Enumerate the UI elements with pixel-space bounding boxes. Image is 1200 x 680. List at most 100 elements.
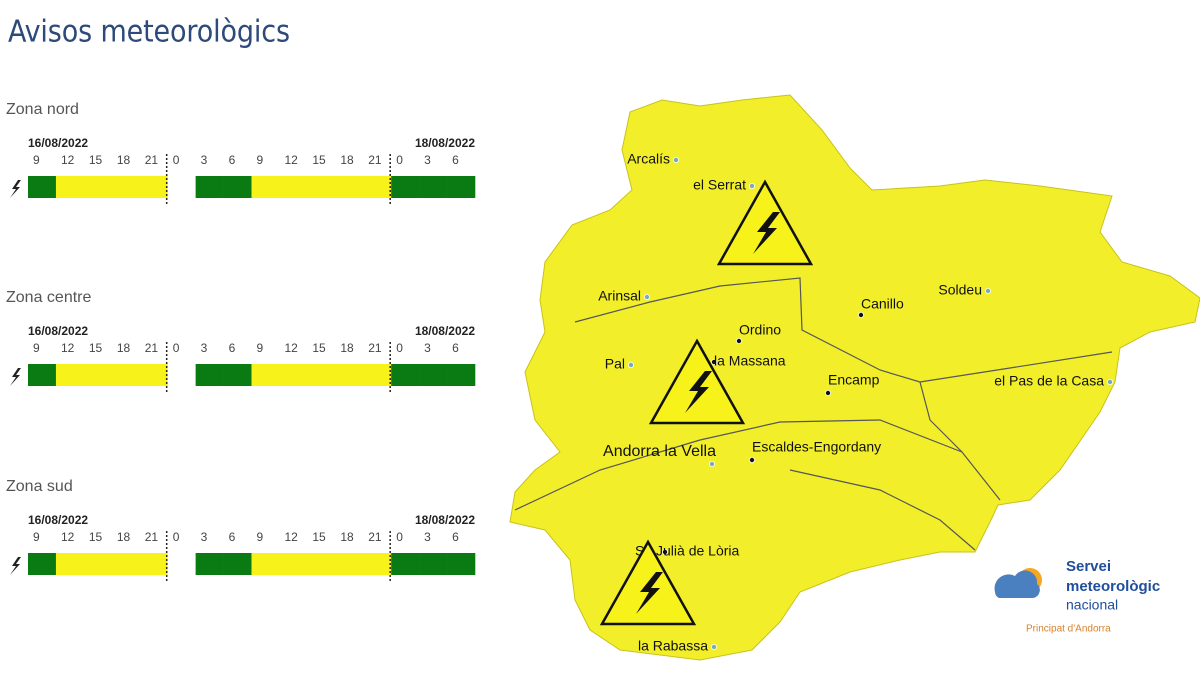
hour-label: 6	[229, 341, 236, 355]
logo-text: meteorològic	[1066, 578, 1160, 595]
warning-slot	[28, 364, 57, 386]
hour-label: 0	[396, 341, 403, 355]
hour-label: 3	[424, 153, 431, 167]
zone-border	[789, 469, 976, 551]
hour-label: 18	[340, 530, 354, 544]
hour-label: 18	[340, 153, 354, 167]
warning-slot	[55, 553, 85, 575]
warning-slot	[419, 176, 448, 198]
warning-slot	[195, 364, 224, 386]
place-name: Pal	[605, 356, 625, 372]
hour-label: 0	[396, 530, 403, 544]
hour-label: 15	[312, 153, 326, 167]
map: Arcalís el Serrat Arinsal Ordino Canillo Sold…	[509, 94, 1200, 661]
hour-label: 15	[312, 530, 326, 544]
warning-slot	[307, 176, 336, 198]
warning-slot	[83, 364, 113, 386]
place-name: Ordino	[739, 322, 781, 338]
place-name: Arcalís	[627, 151, 670, 167]
logo-cloud	[994, 570, 1040, 598]
hour-label: 6	[452, 153, 459, 167]
end-date: 18/08/2022	[415, 136, 475, 150]
start-date: 16/08/2022	[28, 136, 88, 150]
place-name: St. Julià de Lòria	[635, 543, 739, 559]
warning-slot	[139, 553, 168, 575]
warning-slot	[251, 176, 280, 198]
logo-subtitle: Principat d'Andorra	[1026, 624, 1111, 635]
hour-label: 15	[89, 530, 103, 544]
hour-label: 15	[89, 341, 103, 355]
zone-border	[514, 419, 963, 511]
logo: Servei meteorològic nacional Principat d…	[994, 558, 1160, 635]
warning-slot	[279, 176, 308, 198]
place-name: Encamp	[828, 372, 880, 388]
hour-label: 12	[61, 530, 75, 544]
warning-slot	[447, 176, 476, 198]
warning-slot	[335, 364, 364, 386]
hour-label: 3	[201, 153, 208, 167]
hour-label: 9	[257, 153, 264, 167]
place-dot	[749, 182, 756, 189]
zone-name: Zona sud	[6, 478, 73, 495]
place-name: la Massana	[714, 353, 786, 369]
warning-slot	[223, 364, 252, 386]
hour-label: 21	[145, 153, 159, 167]
place-name: Arinsal	[598, 288, 641, 304]
hour-label: 3	[424, 530, 431, 544]
hour-label: 18	[340, 341, 354, 355]
hour-label: 12	[284, 341, 298, 355]
warning-slot	[391, 176, 420, 198]
place-dot	[662, 549, 669, 556]
place-dot	[749, 456, 756, 463]
place-dot	[1107, 378, 1114, 385]
warning-slot	[167, 553, 196, 575]
warning-slot	[83, 176, 113, 198]
warning-slot	[447, 553, 476, 575]
hour-label: 15	[312, 341, 326, 355]
thunder-icon	[10, 180, 21, 198]
warning-slot	[447, 364, 476, 386]
warning-slot	[279, 364, 308, 386]
hour-label: 9	[257, 530, 264, 544]
hour-label: 0	[173, 530, 180, 544]
country	[509, 94, 1200, 661]
hour-label: 3	[201, 530, 208, 544]
place-dot	[711, 644, 718, 651]
zone-border	[574, 277, 1001, 501]
warning-slot	[419, 553, 448, 575]
thunder-icon	[10, 368, 21, 386]
hour-label: 21	[145, 530, 159, 544]
logo-text: Servei	[1066, 558, 1111, 575]
hour-label: 6	[229, 530, 236, 544]
hour-label: 12	[284, 530, 298, 544]
warning-slot	[279, 553, 308, 575]
start-date: 16/08/2022	[28, 513, 88, 527]
place-dot	[709, 460, 716, 467]
place-dot	[858, 311, 865, 318]
hour-label: 3	[424, 341, 431, 355]
hour-label: 21	[145, 341, 159, 355]
warning-slot	[111, 176, 141, 198]
warning-slot	[251, 364, 280, 386]
warning-slot	[335, 176, 364, 198]
warning-slot	[419, 364, 448, 386]
place-dot	[825, 389, 832, 396]
place-dot	[673, 156, 680, 163]
warning-slot	[83, 553, 113, 575]
warning-slot	[195, 553, 224, 575]
hour-label: 3	[201, 341, 208, 355]
place-dot	[711, 358, 718, 365]
warning-slot	[55, 364, 85, 386]
hour-label: 6	[229, 153, 236, 167]
warning-slot	[28, 176, 57, 198]
hour-label: 21	[368, 530, 382, 544]
warning-slot	[363, 553, 392, 575]
hour-label: 6	[452, 341, 459, 355]
warning-slot	[111, 364, 141, 386]
end-date: 18/08/2022	[415, 513, 475, 527]
place-dot	[644, 293, 651, 300]
warning-slot	[363, 176, 392, 198]
place-name: el Pas de la Casa	[994, 373, 1104, 389]
warning-slot	[223, 176, 252, 198]
